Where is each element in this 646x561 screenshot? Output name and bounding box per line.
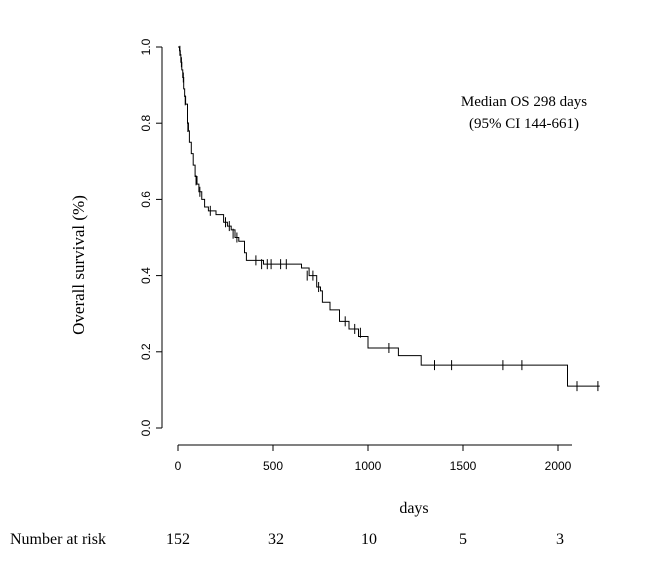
y-tick-label: 0.8 bbox=[139, 115, 153, 132]
x-tick-label: 0 bbox=[175, 459, 182, 473]
risk-count: 10 bbox=[361, 531, 377, 548]
y-tick-label: 1.0 bbox=[139, 38, 153, 55]
median-os-annotation: Median OS 298 days bbox=[461, 94, 587, 110]
risk-count: 32 bbox=[268, 531, 284, 548]
risk-count: 152 bbox=[166, 531, 190, 548]
x-tick-label: 500 bbox=[263, 459, 283, 473]
x-tick-label: 1500 bbox=[450, 459, 477, 473]
x-tick-label: 1000 bbox=[355, 459, 382, 473]
risk-table-label: Number at risk bbox=[10, 531, 106, 548]
y-tick-label: 0.6 bbox=[139, 191, 153, 208]
y-tick-label: 0.4 bbox=[139, 267, 153, 284]
survival-step-line bbox=[178, 46, 600, 387]
y-tick-label: 0.0 bbox=[139, 419, 153, 436]
survival-curve bbox=[178, 45, 600, 392]
x-axis-label: days bbox=[399, 500, 428, 517]
y-tick-label: 0.2 bbox=[139, 343, 153, 360]
y-axis-label: Overall survival (%) bbox=[69, 195, 88, 335]
x-tick-label: 2000 bbox=[545, 459, 572, 473]
median-os-ci-annotation: (95% CI 144-661) bbox=[469, 116, 579, 132]
risk-count: 5 bbox=[459, 531, 467, 548]
risk-count: 3 bbox=[556, 531, 564, 548]
